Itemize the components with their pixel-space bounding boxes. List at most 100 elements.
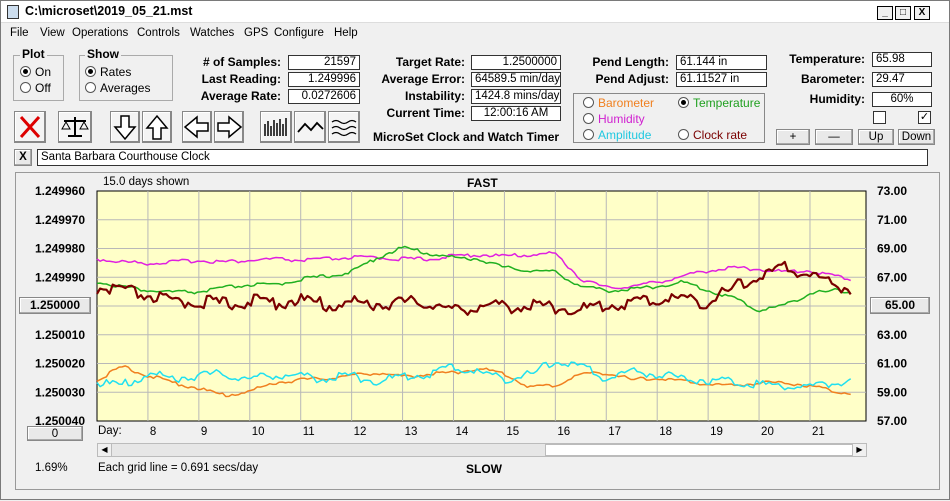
- menu-help[interactable]: Help: [334, 27, 358, 39]
- up-button[interactable]: Up: [858, 129, 894, 145]
- target-rate-field: 1.2500000: [471, 55, 561, 70]
- instability-label: Instability:: [404, 89, 465, 103]
- arrow-down-icon: [113, 115, 137, 141]
- series-temperature-radio[interactable]: Temperature: [678, 96, 760, 110]
- balance-button[interactable]: [58, 111, 92, 143]
- show-group-title: Show: [85, 47, 121, 61]
- show-averages-label: Averages: [100, 81, 151, 95]
- menu-view[interactable]: View: [40, 27, 65, 39]
- option-checkbox-2[interactable]: ✓: [918, 111, 931, 124]
- down-button[interactable]: Down: [898, 129, 935, 145]
- humidity-field: 60%: [872, 92, 932, 107]
- day-tick-label: 21: [812, 426, 825, 438]
- scroll-right-arrow-icon[interactable]: ▶: [852, 444, 866, 456]
- horizontal-scrollbar[interactable]: ◀ ▶: [97, 443, 867, 457]
- center-env-button[interactable]: 65.00: [870, 297, 930, 314]
- day-tick-label: 16: [557, 426, 570, 438]
- fast-label: FAST: [467, 176, 498, 190]
- zero-button[interactable]: 0: [27, 426, 83, 441]
- days-shown-label: 15.0 days shown: [103, 176, 190, 188]
- series-amplitude-radio[interactable]: Amplitude: [583, 128, 651, 142]
- humidity-label: Humidity:: [809, 92, 865, 106]
- y-left-tick-label: 1.250040: [35, 414, 85, 428]
- y-left-tick-label: 1.250030: [35, 385, 85, 399]
- pend-adjust-field: 61.11527 in: [676, 72, 767, 87]
- decrease-button[interactable]: —: [815, 129, 853, 145]
- scrollbar-thumb[interactable]: [545, 444, 853, 456]
- series-clockrate-label: Clock rate: [693, 128, 748, 142]
- y-right-tick-label: 61.00: [877, 357, 907, 371]
- bars-view-button[interactable]: [260, 111, 292, 143]
- series-humidity-radio[interactable]: Humidity: [583, 112, 645, 126]
- window-title: C:\microset\2019_05_21.mst: [25, 4, 193, 18]
- average-error-field: 64589.5 min/day: [471, 72, 561, 87]
- percent-label: 1.69%: [35, 462, 68, 474]
- barometer-label: Barometer:: [800, 72, 865, 86]
- show-rates-radio[interactable]: Rates: [85, 65, 131, 79]
- y-left-tick-label: 1.250010: [35, 328, 85, 342]
- plot-off-radio[interactable]: Off: [20, 81, 51, 95]
- plot-off-label: Off: [35, 81, 51, 95]
- scroll-up-button[interactable]: [142, 111, 172, 143]
- increase-button[interactable]: +: [776, 129, 810, 145]
- radio-dot: [583, 113, 594, 124]
- menu-gps[interactable]: GPS: [244, 27, 269, 39]
- day-tick-label: 19: [710, 426, 723, 438]
- stop-button[interactable]: [14, 111, 46, 143]
- samples-label: # of Samples:: [202, 55, 281, 69]
- maximize-button[interactable]: □: [895, 6, 911, 20]
- balance-scale-icon: [61, 117, 89, 137]
- average-rate-label: Average Rate:: [200, 89, 281, 103]
- center-rate-button[interactable]: 1.250000: [19, 297, 91, 314]
- menu-file[interactable]: File: [10, 27, 29, 39]
- show-group: [79, 55, 173, 101]
- series-clockrate-radio[interactable]: Clock rate: [678, 128, 747, 142]
- title-bar: C:\microset\2019_05_21.mst _ □ X: [1, 1, 949, 23]
- radio-dot: [85, 82, 96, 93]
- y-right-tick-label: 63.00: [877, 328, 907, 342]
- pend-length-label: Pend Length:: [592, 55, 669, 69]
- scroll-right-button[interactable]: [214, 111, 244, 143]
- wave-view-button[interactable]: [328, 111, 360, 143]
- average-rate-field: 0.0272606: [288, 89, 360, 104]
- scroll-left-arrow-icon[interactable]: ◀: [98, 444, 112, 456]
- plot-on-label: On: [35, 65, 52, 79]
- series-line-clock-rate: [96, 260, 852, 316]
- day-tick-label: 13: [405, 426, 418, 438]
- y-right-tick-label: 69.00: [877, 242, 907, 256]
- line-graph-icon: [297, 121, 324, 133]
- close-button[interactable]: X: [914, 6, 930, 20]
- option-checkbox-1[interactable]: [873, 111, 886, 124]
- y-left-tick-label: 1.249960: [35, 184, 85, 198]
- scroll-left-button[interactable]: [182, 111, 212, 143]
- current-time-field: 12:00:16 AM: [471, 106, 561, 121]
- day-tick-label: 8: [150, 426, 156, 438]
- day-tick-label: 15: [506, 426, 519, 438]
- menu-watches[interactable]: Watches: [190, 27, 235, 39]
- series-line-amplitude: [96, 361, 852, 391]
- series-barometer-radio[interactable]: Barometer: [583, 96, 654, 110]
- radio-dot: [85, 66, 96, 77]
- pend-length-field: 61.144 in: [676, 55, 767, 70]
- line-view-button[interactable]: [294, 111, 326, 143]
- arrow-up-icon: [145, 114, 169, 140]
- last-reading-label: Last Reading:: [201, 72, 281, 86]
- day-tick-label: 17: [608, 426, 621, 438]
- show-averages-radio[interactable]: Averages: [85, 81, 150, 95]
- menu-controls[interactable]: Controls: [137, 27, 180, 39]
- minimize-button[interactable]: _: [877, 6, 893, 20]
- menu-operations[interactable]: Operations: [72, 27, 129, 39]
- menu-configure[interactable]: Configure: [274, 27, 324, 39]
- watch-name-field[interactable]: Santa Barbara Courthouse Clock: [37, 149, 928, 166]
- clear-watch-button[interactable]: X: [14, 149, 32, 166]
- radio-dot: [20, 82, 31, 93]
- y-left-tick-label: 1.250020: [35, 357, 85, 371]
- series-line-humidity: [96, 251, 851, 290]
- radio-dot: [678, 97, 689, 108]
- plot-on-radio[interactable]: On: [20, 65, 51, 79]
- temperature-label: Temperature:: [789, 52, 865, 66]
- series-line-barometer: [96, 365, 851, 398]
- scroll-down-button[interactable]: [110, 111, 140, 143]
